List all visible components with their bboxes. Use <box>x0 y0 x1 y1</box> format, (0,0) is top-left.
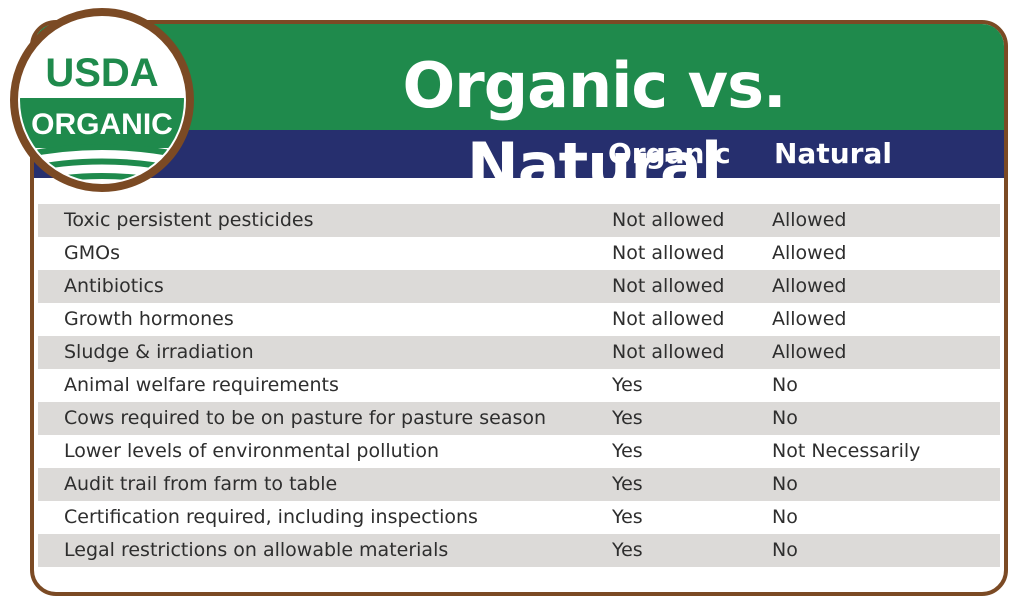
table-row: Legal restrictions on allowable material… <box>38 534 1000 567</box>
column-header: Organic <box>608 137 731 170</box>
row-label: Antibiotics <box>64 275 164 297</box>
row-label: Toxic persistent pesticides <box>64 209 314 231</box>
cell-value: No <box>772 407 798 429</box>
card: Organic vs. Natural Organic Natural Toxi… <box>30 20 1008 596</box>
row-label: Legal restrictions on allowable material… <box>64 539 449 561</box>
row-label: Sludge & irradiation <box>64 341 254 363</box>
row-label: Audit trail from farm to table <box>64 473 338 495</box>
row-label: Animal welfare requirements <box>64 374 339 396</box>
cell-value: Allowed <box>772 209 847 231</box>
header-band <box>34 130 1004 178</box>
table-row: GMOs Not allowed Allowed <box>38 237 1000 270</box>
table-row: Audit trail from farm to table Yes No <box>38 468 1000 501</box>
cell-value: No <box>772 374 798 396</box>
cell-value: Not allowed <box>612 242 725 264</box>
cell-value: Allowed <box>772 242 847 264</box>
title-band <box>34 24 1004 130</box>
table-row: Sludge & irradiation Not allowed Allowed <box>38 336 1000 369</box>
row-label: GMOs <box>64 242 120 264</box>
logo-top: USDA <box>45 51 158 95</box>
cell-value: Not allowed <box>612 209 725 231</box>
table-row: Lower levels of environmental pollution Y… <box>38 435 1000 468</box>
row-label: Growth hormones <box>64 308 234 330</box>
cell-value: No <box>772 473 798 495</box>
cell-value: Yes <box>612 539 643 561</box>
table-row: Antibiotics Not allowed Allowed <box>38 270 1000 303</box>
cell-value: Allowed <box>772 308 847 330</box>
table-row: Cows required to be on pasture for pastu… <box>38 402 1000 435</box>
cell-value: Yes <box>612 506 643 528</box>
cell-value: Not allowed <box>612 308 725 330</box>
table-row: Growth hormones Not allowed Allowed <box>38 303 1000 336</box>
logo-bottom: ORGANIC <box>31 108 173 141</box>
cell-value: Not allowed <box>612 341 725 363</box>
title: Organic vs. Natural <box>402 49 786 202</box>
table-row: Certification required, including inspec… <box>38 501 1000 534</box>
row-label: Cows required to be on pasture for pastu… <box>64 407 547 429</box>
column-header: Natural <box>774 137 892 170</box>
cell-value: Allowed <box>772 341 847 363</box>
usda-logo: USDA ORGANIC <box>10 8 194 192</box>
row-label: Lower levels of environmental pollution <box>64 440 440 462</box>
cell-value: Yes <box>612 440 643 462</box>
cell-value: Not Necessarily <box>772 440 921 462</box>
cell-value: Yes <box>612 374 643 396</box>
table-row: Toxic persistent pesticides Not allowed Al… <box>38 204 1000 237</box>
cell-value: No <box>772 506 798 528</box>
cell-value: Yes <box>612 473 643 495</box>
cell-value: No <box>772 539 798 561</box>
table-row: Animal welfare requirements Yes No <box>38 369 1000 402</box>
row-label: Certification required, including inspec… <box>64 506 478 528</box>
cell-value: Allowed <box>772 275 847 297</box>
cell-value: Not allowed <box>612 275 725 297</box>
cell-value: Yes <box>612 407 643 429</box>
